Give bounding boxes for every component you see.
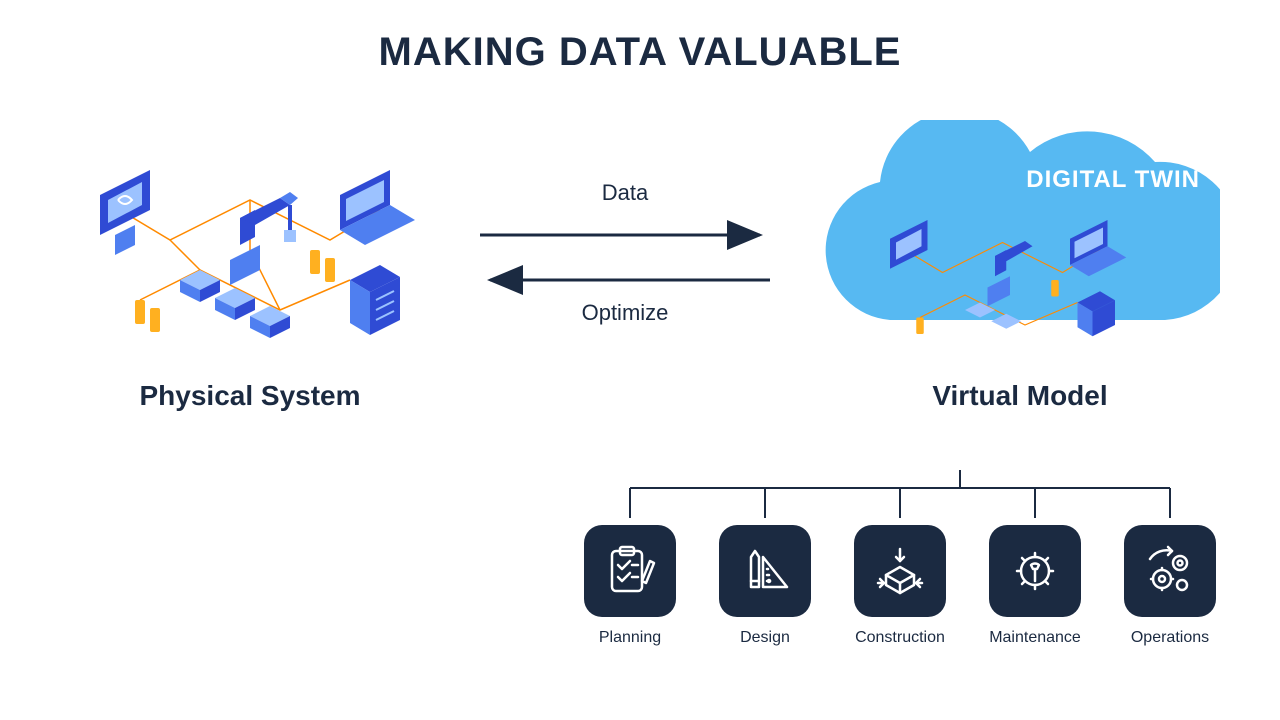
maintenance-tile bbox=[989, 525, 1081, 617]
iso-server bbox=[350, 265, 400, 335]
category-operations: Operations bbox=[1120, 525, 1220, 647]
category-label: Maintenance bbox=[985, 629, 1085, 647]
arrow-label-optimize: Optimize bbox=[460, 300, 790, 326]
cloud-icon bbox=[820, 120, 1220, 360]
isometric-factory-icon bbox=[80, 150, 420, 350]
physical-system-illustration bbox=[80, 150, 420, 350]
category-design: Design bbox=[715, 525, 815, 647]
iso-laptop bbox=[340, 170, 415, 245]
category-label: Planning bbox=[580, 629, 680, 647]
arrow-label-data: Data bbox=[460, 180, 790, 206]
clipboard-icon bbox=[602, 543, 658, 599]
category-construction: Construction bbox=[850, 525, 950, 647]
planning-tile bbox=[584, 525, 676, 617]
page-title: MAKING DATA VALUABLE bbox=[0, 30, 1280, 75]
category-planning: Planning bbox=[580, 525, 680, 647]
iso-monitor bbox=[100, 170, 150, 255]
gear-wrench-icon bbox=[1007, 543, 1063, 599]
cloud-label: DIGITAL TWIN bbox=[820, 166, 1200, 194]
category-label: Design bbox=[715, 629, 815, 647]
category-label: Construction bbox=[850, 629, 950, 647]
design-tile bbox=[719, 525, 811, 617]
virtual-model-label: Virtual Model bbox=[820, 380, 1220, 412]
construction-tile bbox=[854, 525, 946, 617]
category-row: Planning Design bbox=[580, 470, 1220, 680]
box-arrows-icon bbox=[872, 543, 928, 599]
category-connector bbox=[580, 470, 1220, 530]
pencil-ruler-icon bbox=[737, 543, 793, 599]
operations-tile bbox=[1124, 525, 1216, 617]
category-maintenance: Maintenance bbox=[985, 525, 1085, 647]
category-label: Operations bbox=[1120, 629, 1220, 647]
iso-robot-arm bbox=[230, 192, 298, 285]
physical-system-label: Physical System bbox=[80, 380, 420, 412]
gears-cycle-icon bbox=[1142, 543, 1198, 599]
digital-twin-cloud: DIGITAL TWIN bbox=[820, 120, 1220, 360]
data-optimize-arrows: Data Optimize bbox=[460, 180, 790, 340]
